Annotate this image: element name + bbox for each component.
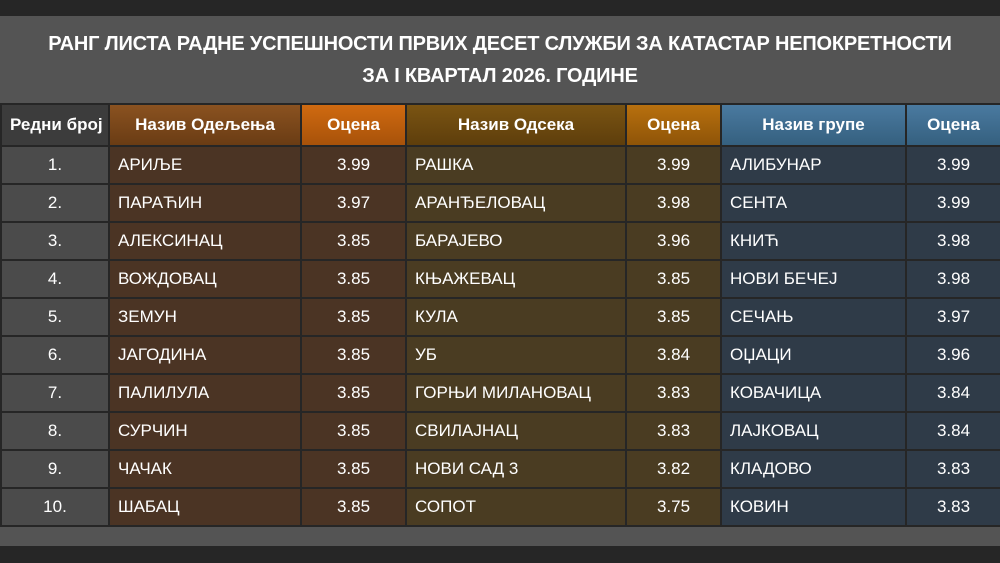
rank-cell: 5. [0,297,110,337]
score-cell: 3.96 [905,335,1000,375]
score-cell: 3.85 [300,259,407,299]
table-row: 4. ВОЖДОВАЦ 3.85 КЊАЖЕВАЦ 3.85 НОВИ БЕЧЕЈ 3.98 [0,259,1000,299]
table-body: 1. АРИЉЕ 3.99 РАШКА 3.99 АЛИБУНАР 3.99 2. ПАРАЋИ… [0,145,1000,527]
score-cell: 3.85 [300,449,407,489]
table-row: 8. СУРЧИН 3.85 СВИЛАЈНАЦ 3.83 ЛАЈКОВАЦ 3.84 [0,411,1000,451]
rank-cell: 4. [0,259,110,299]
table-row: 6. ЈАГОДИНА 3.85 УБ 3.84 ОЏАЦИ 3.96 [0,335,1000,375]
score-cell: 3.99 [300,145,407,185]
column-header: Назив Одсека [405,103,627,147]
score-cell: 3.98 [905,259,1000,299]
name-cell: СЕНТА [720,183,907,223]
ranking-table: Редни број Назив Одељења Оцена Назив Одсека… [0,103,1000,527]
score-cell: 3.99 [905,183,1000,223]
name-cell: КОВИН [720,487,907,527]
header-row: Редни број Назив Одељења Оцена Назив Одсека… [0,103,1000,147]
score-cell: 3.83 [905,449,1000,489]
title-line: РАНГ ЛИСТА РАДНЕ УСПЕШНОСТИ ПРВИХ ДЕСЕТ … [48,32,952,55]
score-cell: 3.83 [905,487,1000,527]
name-cell: РАШКА [405,145,627,185]
table-row: 1. АРИЉЕ 3.99 РАШКА 3.99 АЛИБУНАР 3.99 [0,145,1000,185]
name-cell: АЛИБУНАР [720,145,907,185]
table-row: 3. АЛЕКСИНАЦ 3.85 БАРАЈЕВО 3.96 КНИЋ 3.98 [0,221,1000,261]
name-cell: ЈАГОДИНА [108,335,302,375]
score-cell: 3.84 [905,373,1000,413]
score-cell: 3.85 [300,335,407,375]
rank-cell: 7. [0,373,110,413]
column-header: Назив Одељења [108,103,302,147]
name-cell: СУРЧИН [108,411,302,451]
score-cell: 3.99 [905,145,1000,185]
rank-cell: 1. [0,145,110,185]
score-cell: 3.85 [625,297,722,337]
score-cell: 3.84 [625,335,722,375]
name-cell: ПАЛИЛУЛА [108,373,302,413]
column-header: Оцена [300,103,407,147]
score-cell: 3.84 [905,411,1000,451]
name-cell: БАРАЈЕВО [405,221,627,261]
score-cell: 3.85 [300,411,407,451]
name-cell: АРИЉЕ [108,145,302,185]
score-cell: 3.85 [300,373,407,413]
column-header: Назив групе [720,103,907,147]
name-cell: КЛАДОВО [720,449,907,489]
score-cell: 3.98 [625,183,722,223]
score-cell: 3.82 [625,449,722,489]
column-header: Оцена [625,103,722,147]
name-cell: ГОРЊИ МИЛАНОВАЦ [405,373,627,413]
score-cell: 3.97 [300,183,407,223]
rank-cell: 8. [0,411,110,451]
name-cell: ЗЕМУН [108,297,302,337]
name-cell: ЧАЧАК [108,449,302,489]
score-cell: 3.85 [300,297,407,337]
table-row: 7. ПАЛИЛУЛА 3.85 ГОРЊИ МИЛАНОВАЦ 3.83 КОВАЧИЦ… [0,373,1000,413]
score-cell: 3.97 [905,297,1000,337]
name-cell: СОПОТ [405,487,627,527]
name-cell: КЊАЖЕВАЦ [405,259,627,299]
score-cell: 3.98 [905,221,1000,261]
column-header: Оцена [905,103,1000,147]
name-cell: КОВАЧИЦА [720,373,907,413]
score-cell: 3.85 [300,221,407,261]
table-row: 2. ПАРАЋИН 3.97 АРАНЂЕЛОВАЦ 3.98 СЕНТА 3.99 [0,183,1000,223]
rank-cell: 2. [0,183,110,223]
score-cell: 3.85 [300,487,407,527]
name-cell: НОВИ БЕЧЕЈ [720,259,907,299]
name-cell: СВИЛАЈНАЦ [405,411,627,451]
score-cell: 3.85 [625,259,722,299]
name-cell: ВОЖДОВАЦ [108,259,302,299]
name-cell: НОВИ САД 3 [405,449,627,489]
rank-cell: 10. [0,487,110,527]
name-cell: ШАБАЦ [108,487,302,527]
table-row: 5. ЗЕМУН 3.85 КУЛА 3.85 СЕЧАЊ 3.97 [0,297,1000,337]
name-cell: КНИЋ [720,221,907,261]
rank-cell: 9. [0,449,110,489]
score-cell: 3.83 [625,373,722,413]
name-cell: АРАНЂЕЛОВАЦ [405,183,627,223]
name-cell: СЕЧАЊ [720,297,907,337]
score-cell: 3.83 [625,411,722,451]
name-cell: ЛАЈКОВАЦ [720,411,907,451]
score-cell: 3.96 [625,221,722,261]
name-cell: КУЛА [405,297,627,337]
table-row: 10. ШАБАЦ 3.85 СОПОТ 3.75 КОВИН 3.83 [0,487,1000,527]
ranking-panel: РАНГ ЛИСТА РАДНЕ УСПЕШНОСТИ ПРВИХ ДЕСЕТ … [0,16,1000,546]
name-cell: ОЏАЦИ [720,335,907,375]
name-cell: УБ [405,335,627,375]
name-cell: АЛЕКСИНАЦ [108,221,302,261]
column-header: Редни број [0,103,110,147]
rank-cell: 3. [0,221,110,261]
table-row: 9. ЧАЧАК 3.85 НОВИ САД 3 3.82 КЛАДОВО 3.83 [0,449,1000,489]
rank-cell: 6. [0,335,110,375]
title: РАНГ ЛИСТА РАДНЕ УСПЕШНОСТИ ПРВИХ ДЕСЕТ … [0,16,1000,103]
name-cell: ПАРАЋИН [108,183,302,223]
title-line: ЗА I КВАРТАЛ 2026. ГОДИНЕ [362,64,638,87]
score-cell: 3.99 [625,145,722,185]
score-cell: 3.75 [625,487,722,527]
